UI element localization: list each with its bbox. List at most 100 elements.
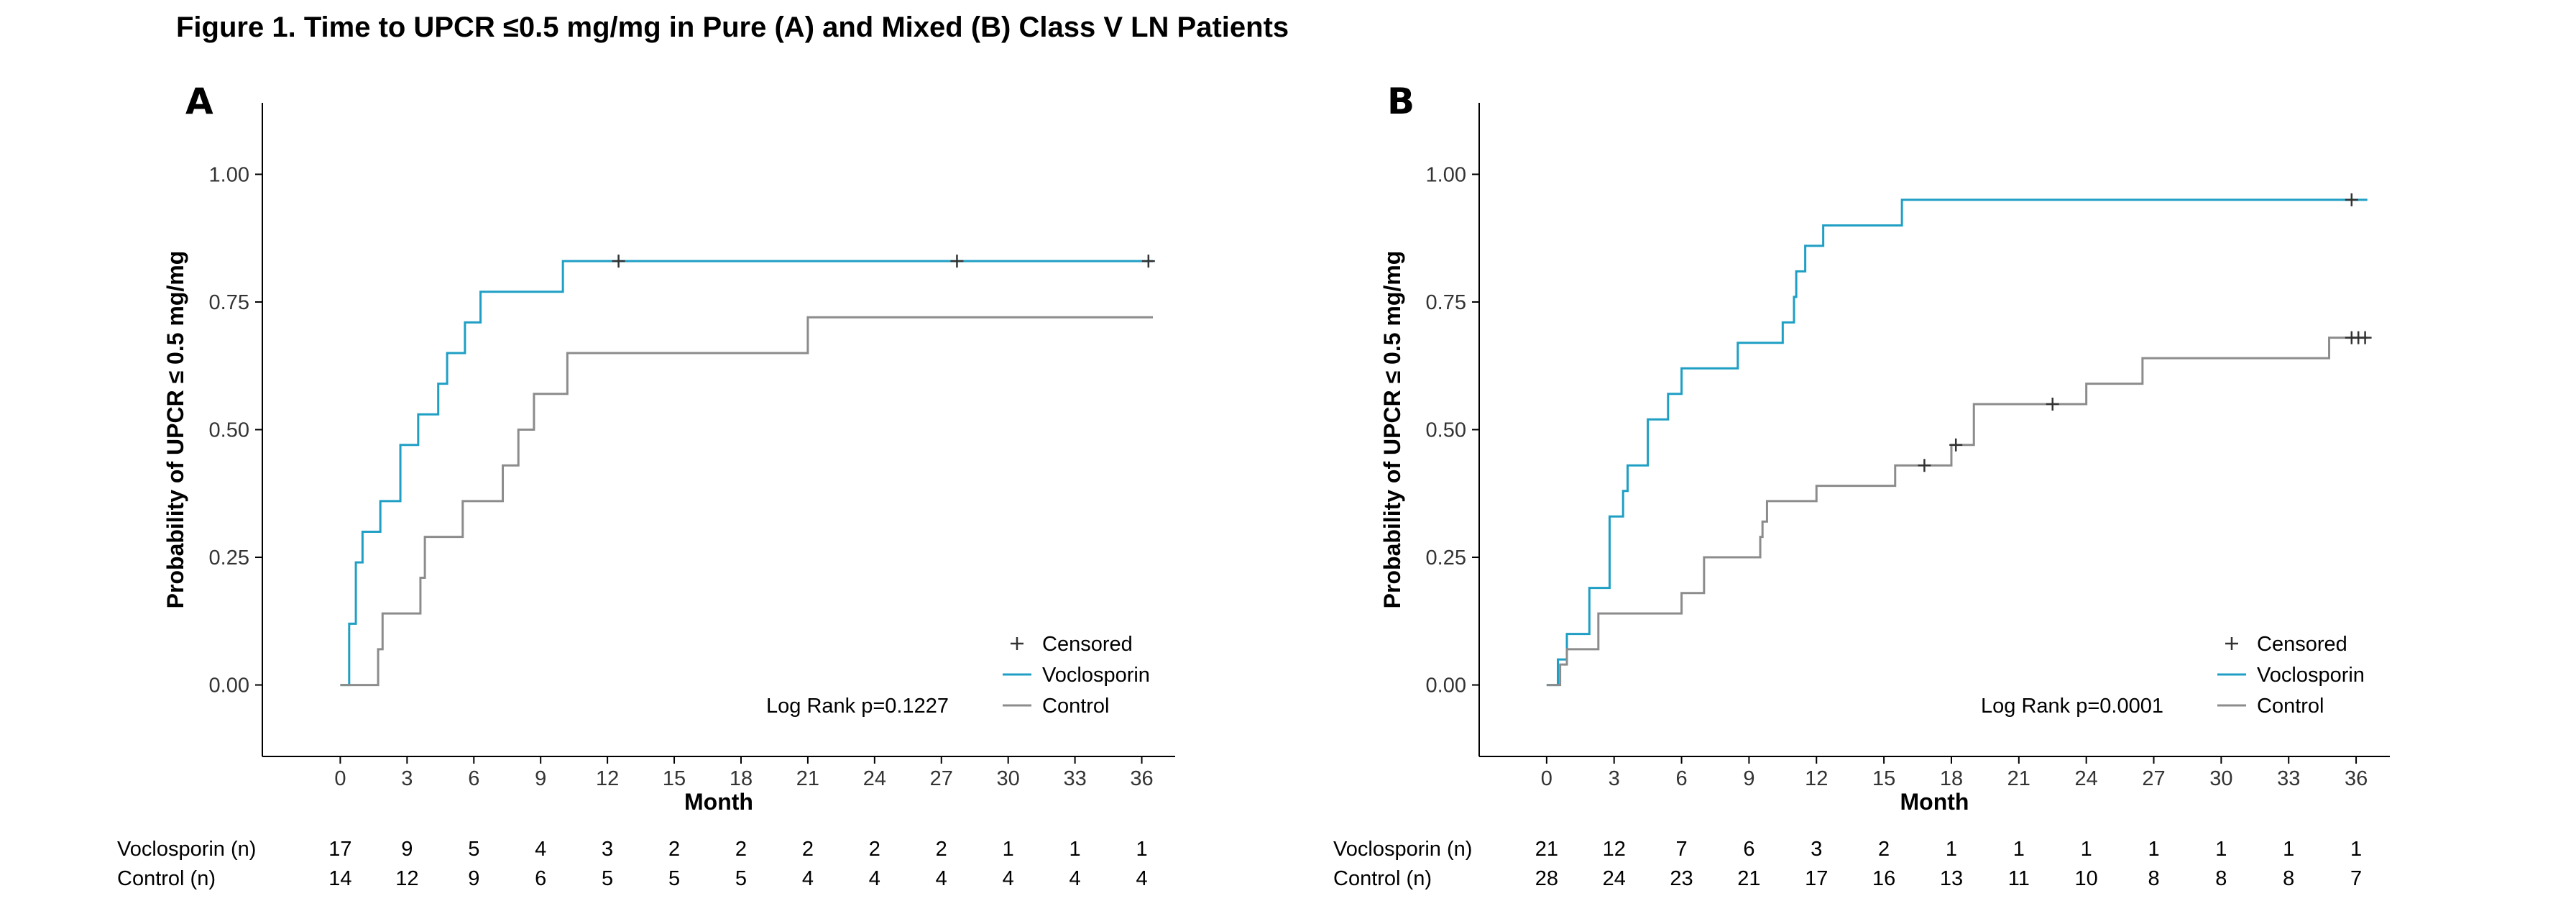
risk-count: 8 — [2283, 867, 2294, 890]
censor-mark — [2358, 331, 2372, 344]
risk-count: 6 — [535, 867, 546, 890]
risk-count: 16 — [1872, 867, 1895, 890]
x-tick-label: 24 — [2075, 767, 2098, 790]
risk-count: 14 — [328, 867, 351, 890]
risk-count: 1 — [2350, 838, 2362, 861]
x-tick-label: 15 — [663, 767, 686, 790]
y-tick-label: 0.25 — [209, 546, 249, 570]
legend-label: Censored — [1042, 633, 1133, 656]
y-tick-label: 1.00 — [209, 163, 249, 186]
risk-count: 10 — [2075, 867, 2098, 890]
risk-count: 24 — [1603, 867, 1626, 890]
risk-count: 1 — [2081, 838, 2092, 861]
risk-count: 2 — [802, 838, 814, 861]
x-tick-label: 0 — [1541, 767, 1552, 790]
x-tick-label: 30 — [997, 767, 1020, 790]
x-tick-label: 33 — [1063, 767, 1086, 790]
log-rank-annotation: Log Rank p=0.0001 — [1981, 695, 2163, 718]
panel-b: B0.000.250.500.751.000 3 6 9 12 15 18 21 24 27 30 3… — [1333, 81, 2390, 890]
x-tick-label: 9 — [535, 767, 546, 790]
risk-count: 21 — [1535, 838, 1558, 861]
risk-count: 4 — [1070, 867, 1081, 890]
risk-count: 5 — [602, 867, 613, 890]
risk-count: 1 — [1136, 838, 1147, 861]
risk-count: 1 — [1003, 838, 1014, 861]
risk-count: 4 — [1003, 867, 1014, 890]
x-tick-label: 12 — [1805, 767, 1828, 790]
risk-count: 12 — [1603, 838, 1626, 861]
x-tick-label: 36 — [2345, 767, 2368, 790]
y-tick-label: 0.25 — [1426, 546, 1466, 570]
risk-row-label: Control (n) — [1333, 867, 1432, 890]
risk-count: 2 — [735, 838, 747, 861]
risk-count: 7 — [2350, 867, 2362, 890]
risk-count: 4 — [869, 867, 880, 890]
legend-label: Control — [2257, 695, 2324, 718]
x-tick-label: 27 — [930, 767, 953, 790]
risk-count: 6 — [1743, 838, 1754, 861]
risk-row-label: Voclosporin (n) — [117, 838, 256, 861]
risk-count: 1 — [2283, 838, 2294, 861]
x-tick-label: 6 — [1675, 767, 1687, 790]
y-axis-title: Probability of UPCR ≤ 0.5 mg/mg — [162, 251, 188, 609]
y-tick-label: 0.50 — [209, 419, 249, 442]
x-tick-label: 36 — [1130, 767, 1153, 790]
risk-count: 5 — [735, 867, 747, 890]
y-tick-label: 1.00 — [1426, 163, 1466, 186]
panel-a: A0.000.250.500.751.000 3 6 9 12 15 18 21 24 27 30 3… — [117, 81, 1175, 890]
censor-mark — [950, 255, 964, 268]
legend-label: Censored — [2257, 633, 2347, 656]
km-curve-control — [1546, 337, 2368, 687]
risk-count: 8 — [2215, 867, 2227, 890]
risk-count: 4 — [1136, 867, 1147, 890]
censor-mark — [1141, 255, 1155, 268]
legend-label: Control — [1042, 695, 1110, 718]
x-axis-title: Month — [684, 789, 753, 815]
risk-count: 21 — [1737, 867, 1760, 890]
x-tick-label: 12 — [596, 767, 619, 790]
risk-count: 2 — [869, 838, 880, 861]
risk-count: 1 — [2215, 838, 2227, 861]
risk-count: 4 — [535, 838, 546, 861]
x-tick-label: 15 — [1872, 767, 1895, 790]
x-tick-label: 33 — [2277, 767, 2300, 790]
legend-censored-symbol — [2225, 637, 2238, 650]
risk-count: 2 — [936, 838, 947, 861]
x-tick-label: 18 — [730, 767, 753, 790]
risk-count: 28 — [1535, 867, 1558, 890]
panel-letter: A — [185, 81, 213, 122]
x-tick-label: 0 — [334, 767, 346, 790]
censor-mark — [1949, 438, 1963, 452]
risk-count: 1 — [1070, 838, 1081, 861]
x-tick-label: 9 — [1743, 767, 1754, 790]
risk-count: 9 — [468, 867, 479, 890]
censor-mark — [1918, 459, 1931, 472]
figure-title: Figure 1. Time to UPCR ≤0.5 mg/mg in Pur… — [176, 12, 1289, 43]
risk-count: 2 — [1878, 838, 1890, 861]
y-tick-label: 0.75 — [1426, 291, 1466, 314]
log-rank-annotation: Log Rank p=0.1227 — [766, 695, 949, 718]
risk-count: 1 — [2013, 838, 2025, 861]
legend-label: Voclosporin — [2257, 664, 2365, 687]
x-tick-label: 24 — [863, 767, 886, 790]
risk-count: 4 — [802, 867, 814, 890]
risk-count: 5 — [468, 838, 479, 861]
risk-row-label: Voclosporin (n) — [1333, 838, 1472, 861]
x-tick-label: 21 — [796, 767, 819, 790]
y-tick-label: 0.00 — [1426, 674, 1466, 697]
censor-mark — [2345, 193, 2358, 206]
x-axis-title: Month — [1900, 789, 1969, 815]
censor-mark — [2046, 397, 2059, 411]
risk-count: 13 — [1940, 867, 1963, 890]
risk-count: 11 — [2008, 867, 2030, 890]
risk-count: 4 — [936, 867, 947, 890]
km-curve-control — [340, 316, 1154, 687]
km-curve-voclosporin — [1546, 198, 2368, 687]
risk-count: 12 — [395, 867, 418, 890]
y-axis-title: Probability of UPCR ≤ 0.5 mg/mg — [1379, 251, 1405, 609]
legend-label: Voclosporin — [1042, 664, 1150, 687]
risk-count: 17 — [1805, 867, 1828, 890]
y-tick-label: 0.50 — [1426, 419, 1466, 442]
x-tick-label: 21 — [2007, 767, 2030, 790]
x-tick-label: 30 — [2209, 767, 2232, 790]
